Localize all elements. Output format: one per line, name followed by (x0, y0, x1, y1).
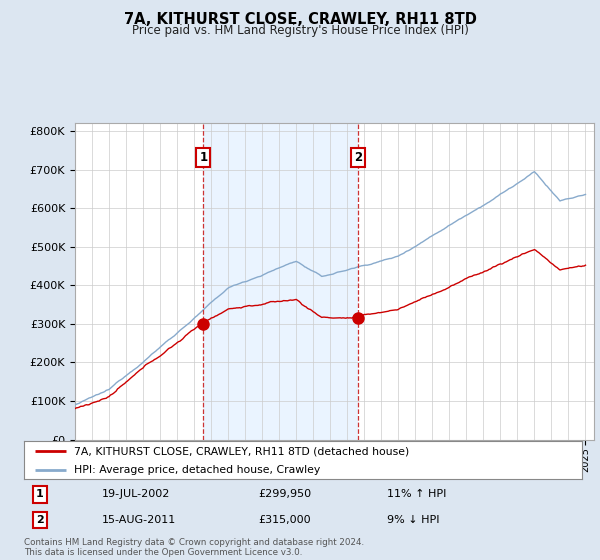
Text: 19-JUL-2002: 19-JUL-2002 (102, 489, 170, 500)
Text: £299,950: £299,950 (259, 489, 311, 500)
Text: 1: 1 (199, 151, 208, 165)
Text: Contains HM Land Registry data © Crown copyright and database right 2024.
This d: Contains HM Land Registry data © Crown c… (24, 538, 364, 557)
Text: 11% ↑ HPI: 11% ↑ HPI (387, 489, 446, 500)
Text: HPI: Average price, detached house, Crawley: HPI: Average price, detached house, Craw… (74, 465, 320, 475)
Text: £315,000: £315,000 (259, 515, 311, 525)
Text: 2: 2 (36, 515, 43, 525)
Text: 15-AUG-2011: 15-AUG-2011 (102, 515, 176, 525)
Text: 1: 1 (36, 489, 43, 500)
Bar (203, 123, 358, 440)
Text: 7A, KITHURST CLOSE, CRAWLEY, RH11 8TD (detached house): 7A, KITHURST CLOSE, CRAWLEY, RH11 8TD (d… (74, 446, 409, 456)
Text: 9% ↓ HPI: 9% ↓ HPI (387, 515, 439, 525)
Text: 7A, KITHURST CLOSE, CRAWLEY, RH11 8TD: 7A, KITHURST CLOSE, CRAWLEY, RH11 8TD (124, 12, 476, 27)
Text: Price paid vs. HM Land Registry's House Price Index (HPI): Price paid vs. HM Land Registry's House … (131, 24, 469, 36)
Text: 2: 2 (354, 151, 362, 165)
